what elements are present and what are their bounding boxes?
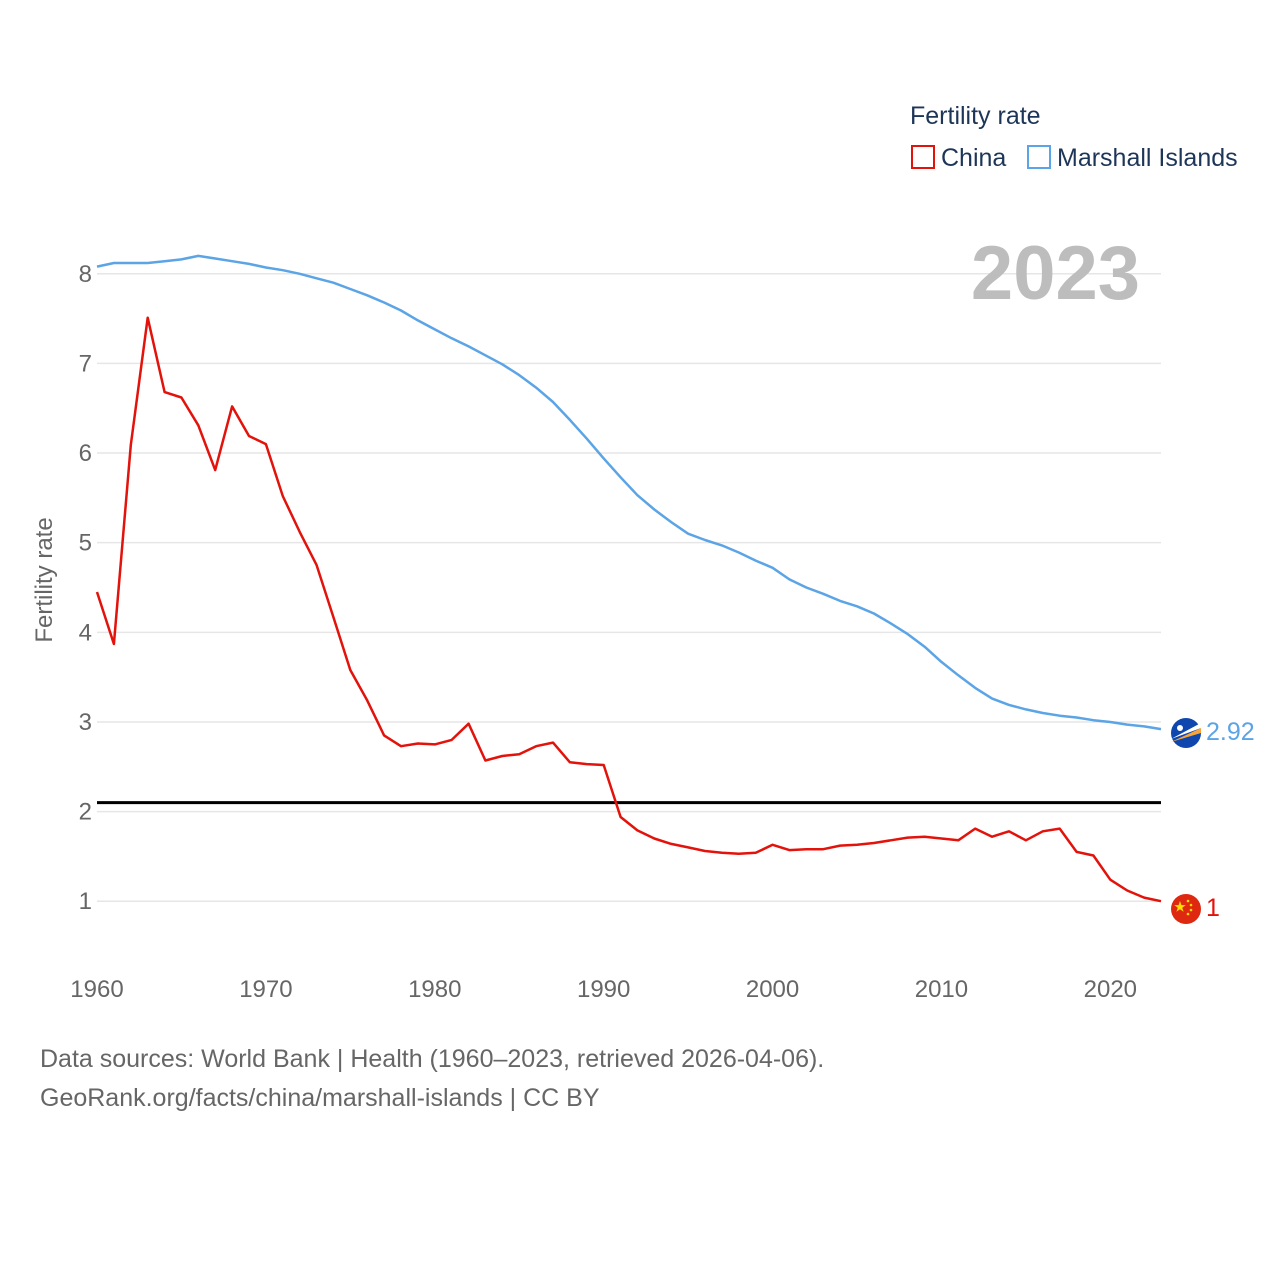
footer-attribution[interactable]: GeoRank.org/facts/china/marshall-islands…	[40, 1084, 600, 1112]
fertility-chart: 1 2 3 4 5 6 7 8 1960 1970 1980 1990 2000 2010 2020 Fe…	[31, 102, 1255, 1003]
y-tick-label-6: 6	[79, 440, 92, 467]
y-axis-ticks: 1 2 3 4 5 6 7 8	[79, 261, 92, 915]
y-tick-label-8: 8	[79, 261, 92, 288]
china-flag-icon	[1171, 894, 1201, 924]
x-tick-label-2010: 2010	[915, 976, 968, 1003]
legend-label-china[interactable]: China	[941, 144, 1006, 172]
x-tick-label-1970: 1970	[239, 976, 292, 1003]
year-label: 2023	[971, 231, 1140, 316]
y-tick-label-7: 7	[79, 350, 92, 377]
series-line-china[interactable]	[95, 316, 1162, 903]
y-axis-label: Fertility rate	[31, 517, 58, 642]
marshall-islands-flag-icon	[1171, 718, 1201, 748]
y-tick-label-1: 1	[79, 888, 92, 915]
legend-title: Fertility rate	[910, 102, 1041, 130]
y-tick-label-4: 4	[79, 619, 92, 646]
grid-lines	[97, 273, 1161, 902]
y-tick-label-5: 5	[79, 530, 92, 557]
legend-swatch-china[interactable]	[911, 145, 935, 169]
legend-label-marshall-islands[interactable]: Marshall Islands	[1057, 144, 1238, 172]
x-tick-label-1990: 1990	[577, 976, 630, 1003]
x-tick-label-1980: 1980	[408, 976, 461, 1003]
x-tick-label-1960: 1960	[70, 976, 123, 1003]
end-label-marshall-islands: 2.92	[1206, 718, 1255, 746]
x-axis-ticks: 1960 1970 1980 1990 2000 2010 2020	[70, 976, 1137, 1003]
footer-sources: Data sources: World Bank | Health (1960–…	[40, 1045, 825, 1073]
y-tick-label-2: 2	[79, 799, 92, 826]
legend-swatch-marshall-islands[interactable]	[1027, 145, 1051, 169]
end-label-china: 1	[1206, 894, 1220, 922]
series-lines	[95, 254, 1162, 903]
end-markers: 2.92 1	[1171, 718, 1255, 924]
y-tick-label-3: 3	[79, 709, 92, 736]
x-tick-label-2020: 2020	[1084, 976, 1137, 1003]
legend: Fertility rate China Marshall Islands	[910, 102, 1238, 172]
x-tick-label-2000: 2000	[746, 976, 799, 1003]
series-line-marshall-islands[interactable]	[96, 254, 1162, 731]
